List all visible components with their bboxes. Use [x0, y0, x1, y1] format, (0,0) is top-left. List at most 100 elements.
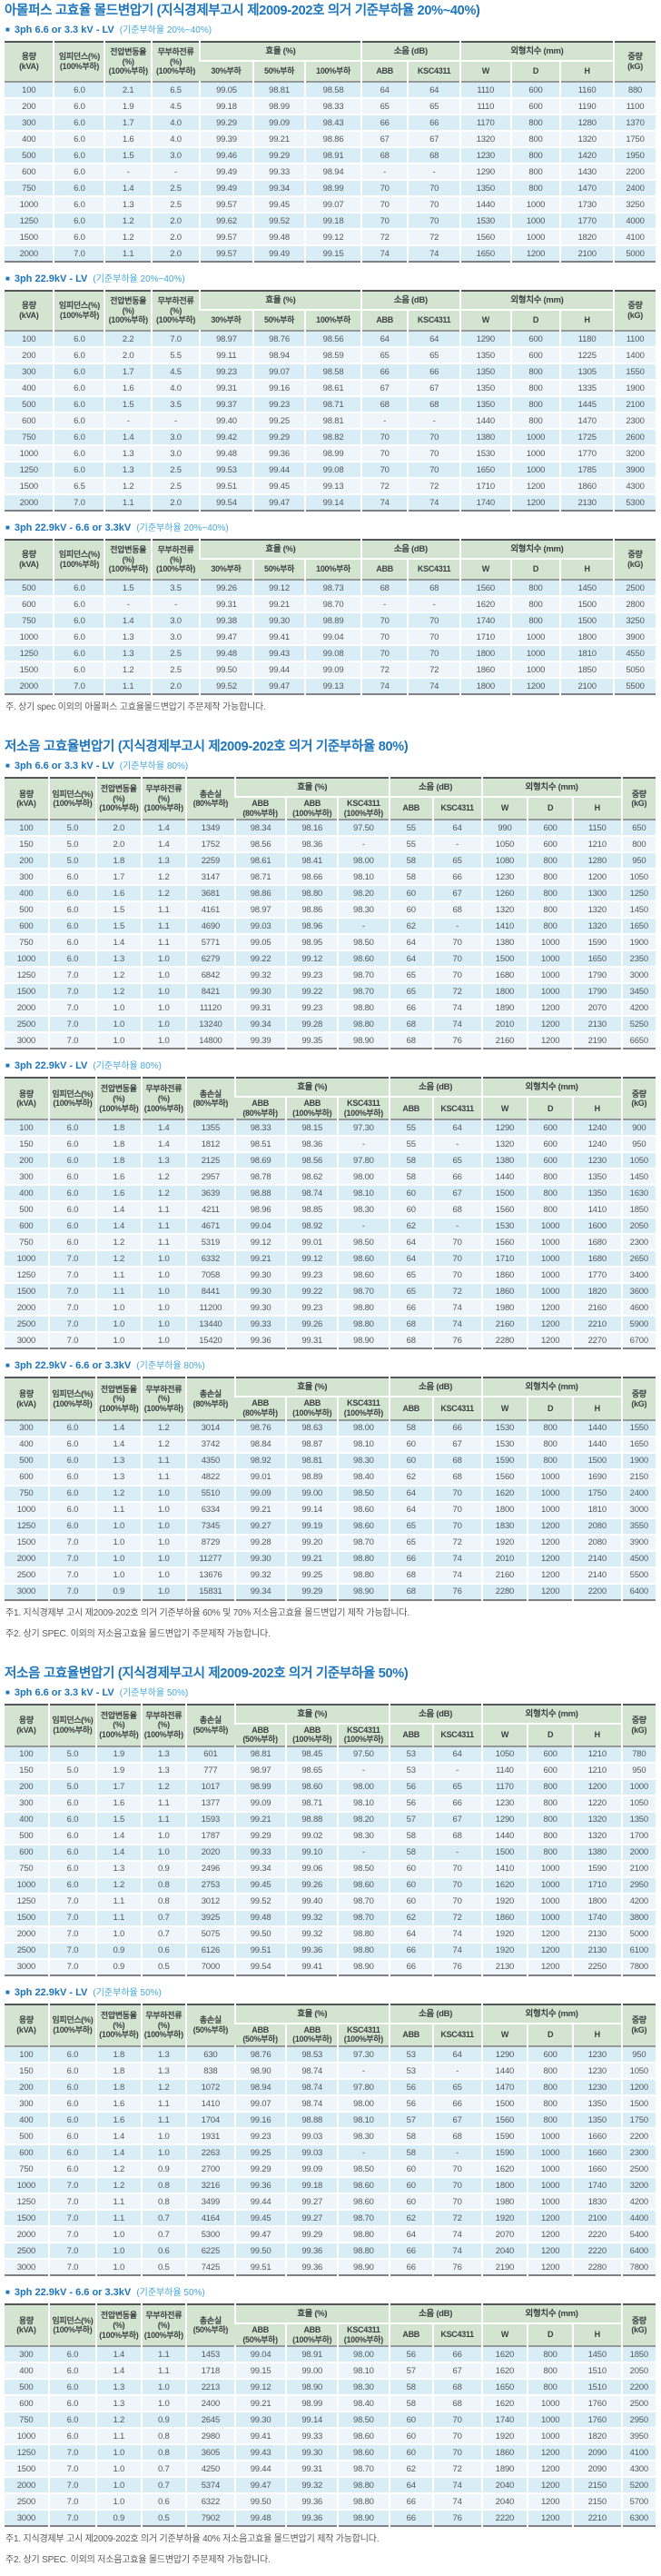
- cell: 1.2: [95, 2176, 142, 2194]
- cell: 98.80: [337, 2242, 390, 2260]
- cell: 98.90: [233, 2062, 287, 2080]
- table-row: 2000 7.0 1.0 1.0 11200 99.30 99.23 98.80 66 74 198…: [5, 1298, 656, 1317]
- cell: 1160: [559, 82, 615, 98]
- cell: 72: [407, 661, 460, 678]
- table-row: 300 6.0 1.7 4.0 99.29 99.09 98.43 66 66 1170 800 12…: [5, 114, 656, 131]
- cell: 99.27: [285, 2209, 339, 2227]
- cell: 800: [509, 130, 561, 147]
- table-subtitle: ■ 3ph 22.9kV - 6.6 or 3.3kV (기준부하율 80%): [5, 1358, 656, 1373]
- cell: 0.7: [140, 2476, 187, 2494]
- cell: 1440: [571, 1419, 622, 1437]
- cell: 98.66: [285, 868, 339, 886]
- column-header: ABB: [388, 1397, 433, 1420]
- cell: 880: [613, 82, 656, 98]
- cell: 1200: [527, 2225, 573, 2243]
- cell: 0.9: [95, 2509, 142, 2527]
- cell: 1410: [571, 1200, 622, 1218]
- cell: 66: [407, 363, 460, 380]
- cell: 99.23: [199, 363, 253, 380]
- footnote: 주1. 지식경제부 고시 제2009-202호 의거 기준부하율 60% 및 7…: [5, 1607, 409, 1618]
- column-header: 용량 (kVA): [5, 42, 54, 82]
- cell: 1.0: [140, 999, 187, 1017]
- column-header: KSC4311: [407, 310, 460, 331]
- cell: 1200: [527, 1582, 573, 1600]
- column-header: 50%부하: [252, 559, 306, 580]
- cell: 1.0: [140, 1843, 187, 1861]
- cell: 67: [431, 1810, 482, 1828]
- cell: 600: [509, 97, 561, 114]
- cell: 68: [431, 900, 482, 919]
- column-header: H: [559, 559, 615, 580]
- cell: 4200: [620, 1892, 656, 1910]
- table-row: 750 6.0 1.2 1.1 5319 99.12 99.01 98.50 64 70 1560 1…: [5, 1233, 656, 1251]
- cell: 400: [5, 1810, 49, 1828]
- cell: 66: [431, 2094, 482, 2113]
- cell: 900: [620, 1119, 656, 1137]
- column-group-header: 효율 (%): [233, 778, 390, 798]
- cell: 1000: [5, 195, 54, 213]
- cell: 100: [5, 2046, 49, 2064]
- table-row: 1500 6.0 1.2 2.0 99.57 99.48 99.12 72 72 1560 1000…: [5, 228, 656, 245]
- section-amorphous-mold-20-40: 아몰퍼스 고효율 몰드변압기 (지식경제부고시 제2009-202호 의거 기준…: [5, 2, 656, 716]
- bullet-square-icon: ■: [5, 523, 10, 532]
- cell: 1250: [5, 644, 54, 661]
- cell: 2.1: [104, 82, 153, 98]
- cell: 2400: [613, 179, 656, 196]
- column-header: 100%부하: [304, 61, 361, 82]
- cell: 76: [431, 1031, 482, 1049]
- cell: 98.60: [337, 2193, 390, 2211]
- cell: 2000: [620, 1843, 656, 1861]
- cell: 2070: [480, 2225, 528, 2243]
- cell: 1.3: [140, 1746, 187, 1763]
- cell: 1200: [527, 2509, 573, 2527]
- cell: 1500: [5, 2460, 49, 2478]
- cell: 2040: [480, 2242, 528, 2260]
- table-subtitle-text: 3ph 22.9kV - 6.6 or 3.3kV: [14, 522, 132, 533]
- cell: 99.36: [252, 444, 306, 462]
- cell: 66: [431, 1419, 482, 1437]
- cell: 1.4: [104, 179, 153, 196]
- cell: 2220: [571, 2225, 622, 2243]
- cell: 66: [360, 114, 409, 131]
- cell: 1470: [480, 2078, 528, 2096]
- cell: 99.04: [304, 628, 361, 645]
- cell: 5.0: [47, 851, 97, 870]
- cell: 0.7: [140, 2460, 187, 2478]
- cell: 98.56: [304, 331, 361, 347]
- table-row: 400 6.0 1.6 1.1 1704 99.16 98.88 98.10 57 67 1560 8…: [5, 2111, 656, 2129]
- cell: 1250: [5, 966, 49, 984]
- cell: 1800: [480, 1500, 528, 1518]
- cell: 98.00: [337, 1168, 390, 1186]
- cell: 1760: [571, 2394, 622, 2412]
- cell: 70: [407, 644, 460, 661]
- cell: 6.0: [47, 1151, 97, 1169]
- spec-table: 용량 (kVA) 임피던스(%) (100%부하) 전압변동율(%) (100%부하) 무부…: [5, 1703, 656, 1976]
- cell: 600: [527, 1746, 573, 1763]
- cell: 98.90: [337, 1031, 390, 1049]
- table-row: 100 5.0 2.0 1.4 1349 98.34 98.16 97.50 55 64 990 60…: [5, 820, 656, 837]
- cell: 1800: [480, 2176, 528, 2194]
- cell: 7.0: [47, 1331, 97, 1349]
- cell: 1770: [559, 212, 615, 229]
- cell: 1.4: [140, 1135, 187, 1153]
- cell: 76: [431, 2258, 482, 2276]
- cell: 1.4: [95, 2127, 142, 2145]
- column-group-header: 소음 (dB): [360, 42, 460, 62]
- cell: 60: [388, 2160, 433, 2178]
- cell: 99.57: [199, 195, 253, 213]
- cell: 1.4: [95, 2362, 142, 2380]
- cell: 99.48: [199, 644, 253, 661]
- cell: 6.0: [47, 1200, 97, 1218]
- cell: 99.03: [285, 2127, 339, 2145]
- column-group-header: 소음 (dB): [388, 2304, 482, 2325]
- cell: 70: [360, 628, 409, 645]
- column-header: 중량 (kG): [620, 1704, 656, 1746]
- cell: 68: [407, 580, 460, 596]
- column-group-header: 효율 (%): [233, 2004, 390, 2024]
- cell: 99.12: [252, 580, 306, 596]
- cell: 6126: [185, 1941, 235, 1959]
- table-row: 500 6.0 1.4 1.0 1787 99.29 99.02 98.30 58 68 1440 8…: [5, 1826, 656, 1845]
- cell: 1.0: [140, 1500, 187, 1518]
- cell: 1560: [459, 228, 511, 245]
- cell: 1750: [571, 1484, 622, 1502]
